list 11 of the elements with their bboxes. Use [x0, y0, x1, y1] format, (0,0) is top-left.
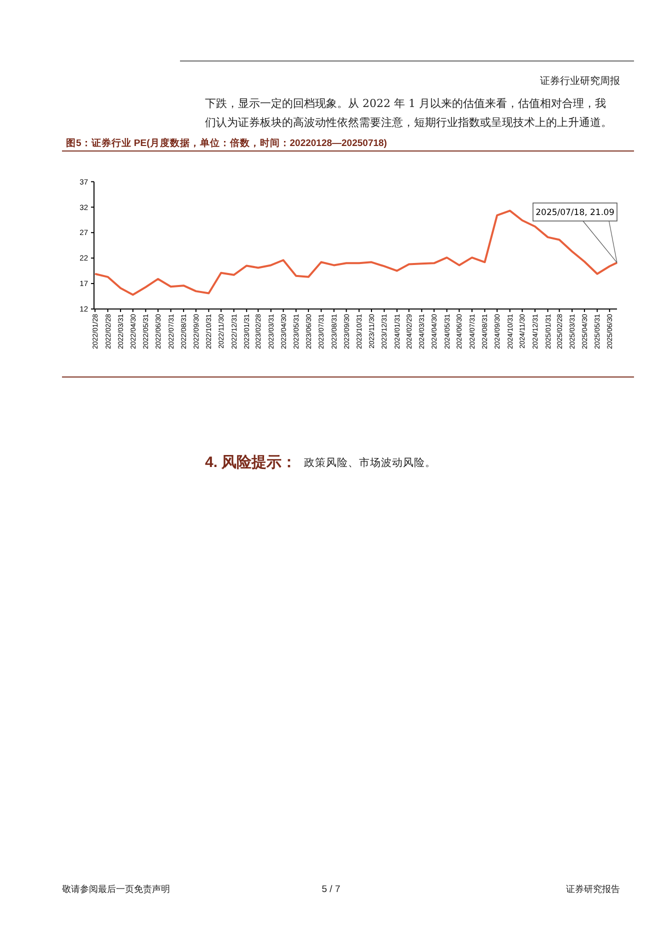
text: 5 / 7 — [322, 884, 340, 895]
text: 证券研究报告 — [566, 884, 620, 895]
line-series — [94, 210, 618, 296]
annotation: 2025/07/18, 21.09 — [536, 208, 614, 218]
text: 敬请参阅最后一页免责声明 — [62, 884, 170, 895]
text: 下跌，显示一定的回档现象。从 2022 年 1 月以来的估值来看，估值相对合理，我 — [205, 97, 606, 110]
text: 4. 风险提示： — [205, 454, 297, 471]
text: 们认为证券板块的高波动性依然需要注意，短期行业指数或呈现技术上的上升通道。 — [205, 116, 612, 129]
text: 政策风险、市场波动风险。 — [304, 456, 436, 469]
chart-title: 图5：证券行业 PE(月度数据，单位：倍数，时间：20220128—20250718) — [66, 137, 387, 149]
text: 证券行业研究周报 — [540, 75, 620, 87]
